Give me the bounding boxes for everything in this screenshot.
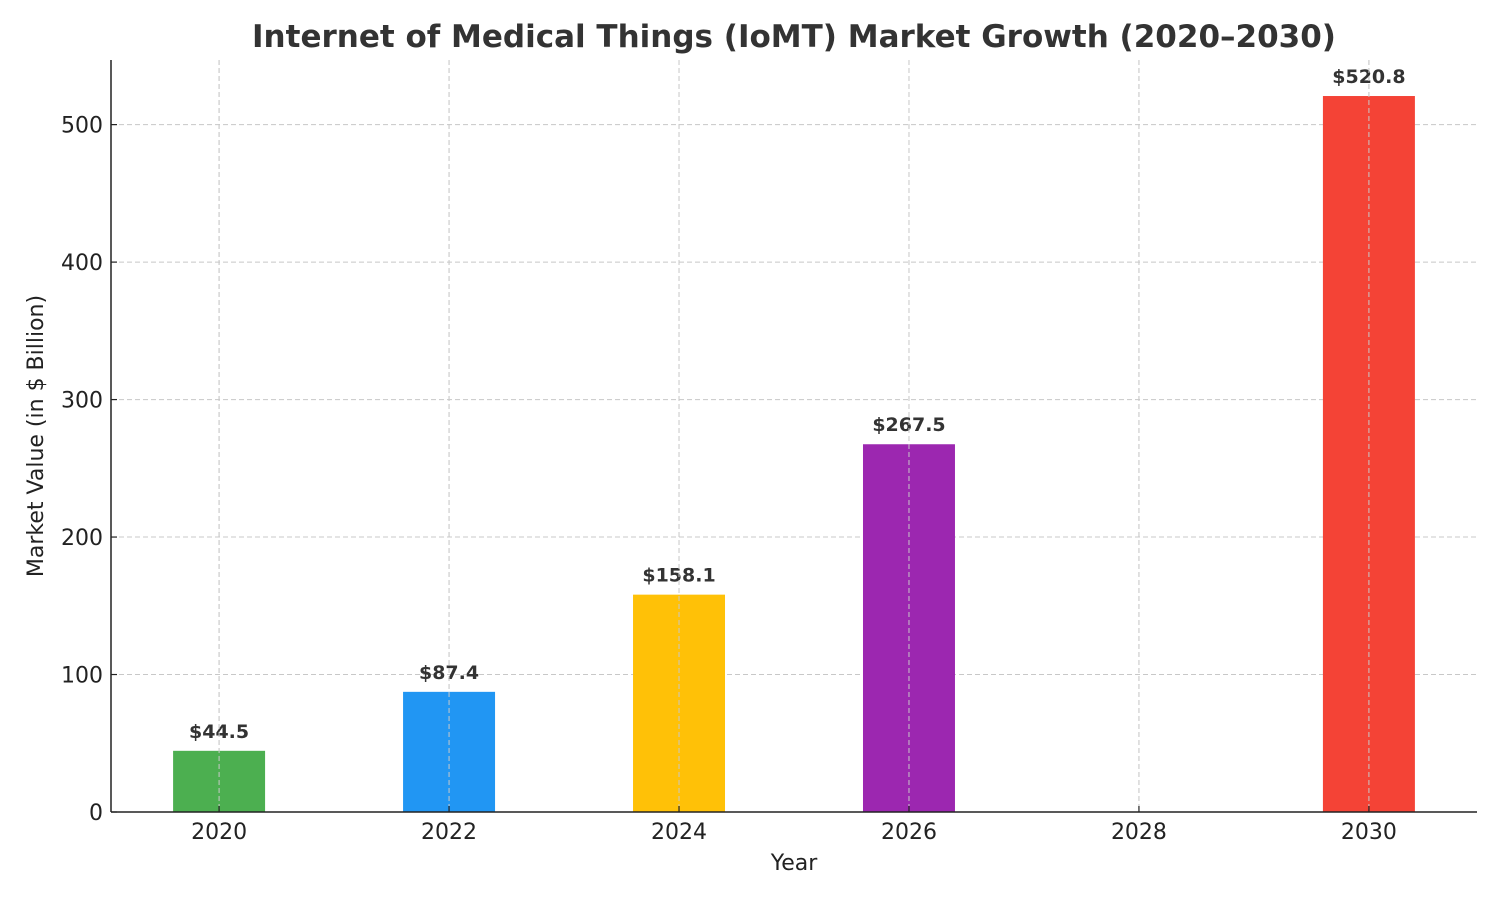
x-axis-label: Year [770, 851, 819, 876]
x-tick-label: 2022 [421, 820, 477, 845]
data-label-2020: $44.5 [189, 721, 249, 743]
x-tick-label: 2020 [191, 820, 247, 845]
y-tick-label: 0 [89, 801, 103, 826]
y-axis-label: Market Value (in $ Billion) [24, 295, 49, 577]
x-tick-label: 2028 [1111, 820, 1167, 845]
y-tick-label: 100 [61, 664, 103, 689]
x-tick-label: 2030 [1341, 820, 1397, 845]
chart-title: Internet of Medical Things (IoMT) Market… [252, 19, 1336, 55]
y-tick-label: 500 [61, 114, 103, 139]
x-tick-label: 2024 [651, 820, 707, 845]
y-tick-label: 400 [61, 251, 103, 276]
x-tick-label: 2026 [881, 820, 937, 845]
data-label-2026: $267.5 [872, 414, 945, 436]
y-tick-label: 200 [61, 526, 103, 551]
y-tick-label: 300 [61, 389, 103, 414]
